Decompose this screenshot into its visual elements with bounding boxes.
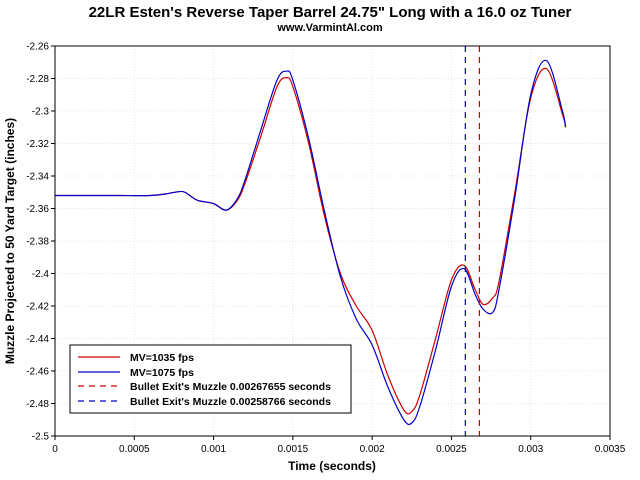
x-tick-label: 0.0015 bbox=[278, 444, 309, 455]
y-tick-label: -2.26 bbox=[26, 42, 49, 53]
y-tick-label: -2.44 bbox=[26, 334, 49, 345]
legend-box bbox=[69, 344, 352, 414]
y-tick-label: -2.5 bbox=[32, 432, 50, 443]
legend-label-mv1035: MV=1035 fps bbox=[130, 352, 194, 364]
y-axis-label: Muzzle Projected to 50 Yard Target (inch… bbox=[3, 118, 17, 364]
x-tick-label: 0.0025 bbox=[436, 444, 467, 455]
y-tick-label: -2.32 bbox=[26, 139, 49, 150]
plot-frame bbox=[54, 45, 611, 437]
series-line-1 bbox=[55, 59, 567, 426]
y-tick-label: -2.46 bbox=[26, 367, 49, 378]
y-tick-label: -2.28 bbox=[26, 74, 49, 85]
legend-label-exit-red: Bullet Exit's Muzzle 0.00267655 seconds bbox=[130, 381, 331, 393]
y-tick-label: -2.34 bbox=[26, 172, 49, 183]
x-tick-label: 0 bbox=[52, 444, 58, 455]
ticks bbox=[51, 45, 611, 440]
x-axis-label: Time (seconds) bbox=[288, 459, 376, 473]
x-tick-label: 0.001 bbox=[201, 444, 226, 455]
y-tick-label: -2.38 bbox=[26, 237, 49, 248]
legend: MV=1035 fps MV=1075 fps Bullet Exit's Mu… bbox=[69, 344, 352, 414]
chart-subtitle: www.VarmintAl.com bbox=[276, 22, 383, 34]
x-tick-label: 0.0005 bbox=[119, 444, 150, 455]
y-tick-labels: -2.26 -2.28 -2.3 -2.32 -2.34 -2.36 -2.38 -2.4 -2… bbox=[26, 42, 49, 443]
y-tick-label: -2.42 bbox=[26, 302, 49, 313]
x-tick-label: 0.0035 bbox=[595, 444, 626, 455]
series-lines bbox=[55, 46, 567, 436]
x-tick-label: 0.003 bbox=[518, 444, 543, 455]
legend-label-exit-blue: Bullet Exit's Muzzle 0.00258766 seconds bbox=[130, 396, 331, 408]
chart-title: 22LR Esten's Reverse Taper Barrel 24.75"… bbox=[89, 4, 572, 21]
legend-label-mv1075: MV=1075 fps bbox=[130, 367, 194, 379]
y-tick-label: -2.3 bbox=[32, 107, 50, 118]
x-tick-label: 0.002 bbox=[360, 444, 385, 455]
x-tick-labels: 0 0.0005 0.001 0.0015 0.002 0.0025 0.003 0.0035 bbox=[52, 444, 626, 455]
y-tick-label: -2.48 bbox=[26, 399, 49, 410]
y-tick-label: -2.36 bbox=[26, 204, 49, 215]
y-tick-label: -2.4 bbox=[32, 269, 50, 280]
